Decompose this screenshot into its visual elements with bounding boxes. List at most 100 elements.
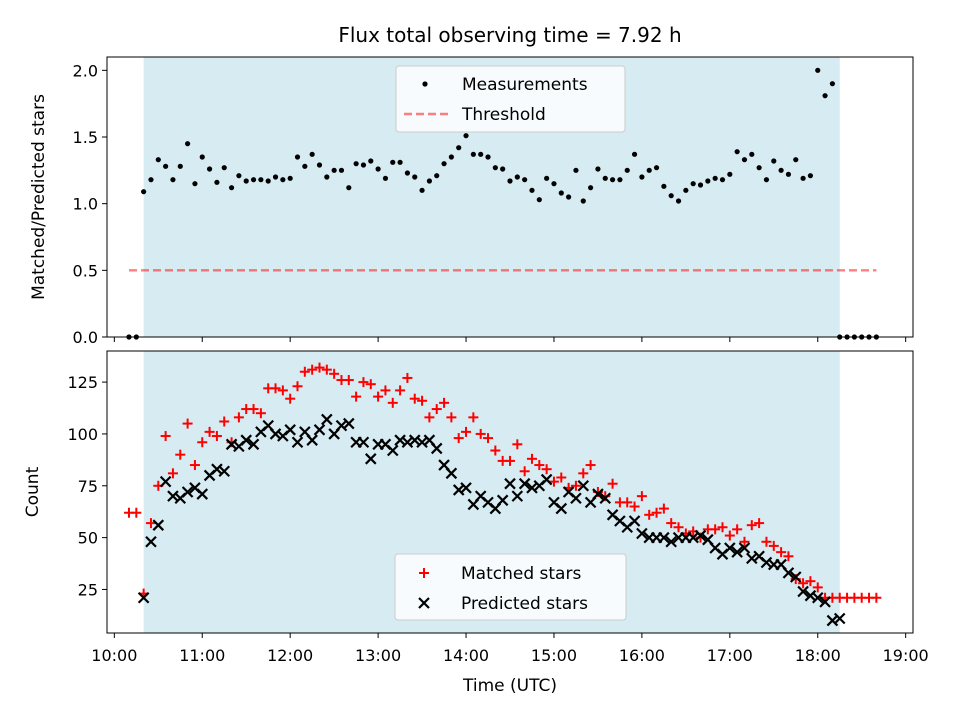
measurement-point — [192, 181, 198, 187]
measurement-point — [544, 175, 550, 181]
top-plot-frame — [106, 56, 914, 338]
top-y-axis: 0.0 0.5 1.0 1.5 2.0 — [73, 61, 107, 347]
measurement-point — [368, 158, 374, 164]
predicted-star-point — [365, 453, 377, 465]
bottom-x-tick-label: 15:00 — [531, 646, 577, 665]
matched-star-point — [307, 364, 318, 375]
cross-stroke-b — [460, 482, 472, 494]
matched-star-point — [651, 507, 662, 518]
measurement-point — [558, 190, 564, 196]
measurement-point — [763, 177, 770, 183]
predicted-star-point — [247, 438, 260, 451]
cross-stroke-b — [819, 596, 831, 608]
measurement-point — [390, 159, 396, 165]
cross-stroke-b — [511, 490, 524, 502]
matched-star-point — [732, 524, 743, 535]
predicted-star-point — [181, 486, 194, 498]
matched-star-point — [666, 518, 677, 529]
predicted-star-point — [313, 424, 326, 436]
measurement-point — [250, 177, 257, 183]
legend-predicted-label: Predicted stars — [461, 594, 588, 614]
cross-stroke-b — [313, 424, 326, 436]
bottom-x-tick-label: 16:00 — [619, 646, 665, 665]
matched-star-point — [233, 412, 244, 423]
cross-stroke-b — [548, 496, 560, 509]
matched-star-point — [131, 507, 142, 518]
predicted-star-point — [628, 515, 641, 527]
measurement-point — [507, 178, 513, 184]
cross-stroke-b — [592, 488, 604, 500]
cross-stroke-b — [496, 494, 509, 507]
measurement-point — [346, 185, 352, 191]
matched-star-point — [776, 547, 787, 558]
cross-stroke-b — [482, 496, 494, 509]
measurement-point — [199, 154, 205, 160]
cross-stroke-b — [218, 465, 231, 478]
matched-star-point — [673, 522, 684, 533]
matched-star-point — [409, 393, 420, 404]
measurement-point — [148, 177, 154, 183]
matched-star-point — [204, 426, 215, 437]
matched-star-point — [270, 383, 281, 394]
measurement-point — [456, 145, 462, 151]
cross-stroke-b — [299, 426, 311, 438]
measurement-point — [397, 159, 403, 165]
measurement-point — [324, 174, 330, 180]
matched-star-point — [548, 476, 559, 487]
cross-stroke-b — [518, 477, 531, 490]
cross-stroke-b — [687, 531, 699, 544]
predicted-star-point — [555, 502, 568, 515]
bottom-x-tick-label: 12:00 — [267, 646, 313, 665]
measurement-point — [272, 174, 279, 180]
matched-star-point — [519, 466, 530, 477]
cross-stroke-b — [562, 486, 575, 498]
top-y-tick-label: 0.0 — [73, 328, 98, 347]
measurement-point — [214, 179, 220, 185]
measurement-point — [514, 174, 520, 180]
predicted-stars-points — [137, 413, 846, 627]
bottom-x-tick-label: 19:00 — [883, 646, 929, 665]
predicted-star-point — [811, 591, 824, 604]
cross-stroke-b — [606, 509, 619, 521]
predicted-star-point — [284, 424, 296, 436]
measurement-point — [434, 173, 440, 179]
measurement-point — [485, 154, 491, 160]
measurement-point — [771, 158, 777, 164]
matched-star-point — [710, 524, 721, 535]
matched-star-point — [160, 431, 171, 442]
measurement-point — [163, 163, 169, 169]
measurement-point — [639, 174, 645, 180]
measurement-point — [675, 198, 682, 204]
cross-stroke-b — [570, 492, 582, 504]
measurement-point — [470, 151, 476, 157]
cross-stroke-b — [753, 550, 765, 563]
matched-star-point — [541, 464, 552, 475]
top-y-tick-label: 2.0 — [73, 61, 98, 80]
matched-star-point — [380, 385, 391, 396]
measurement-point — [551, 181, 557, 187]
cross-stroke-b — [379, 438, 392, 451]
measurement-point — [353, 161, 359, 167]
measurement-point — [177, 163, 183, 169]
measurement-point — [265, 178, 271, 184]
cross-stroke-b — [291, 436, 304, 449]
matched-star-point — [417, 395, 428, 406]
matched-star-point — [512, 439, 523, 450]
cross-stroke-b — [438, 459, 450, 471]
cross-stroke-b — [599, 492, 612, 504]
measurement-point — [631, 151, 638, 157]
matched-star-point — [754, 518, 765, 529]
measurements-points — [126, 67, 879, 340]
matched-star-point — [189, 460, 200, 471]
bottom-x-tick-label: 13:00 — [355, 646, 401, 665]
cross-stroke-b — [262, 419, 274, 432]
cross-stroke-b — [306, 434, 318, 446]
cross-stroke-b — [731, 546, 743, 558]
cross-stroke-b — [833, 612, 846, 625]
matched-star-point — [285, 393, 296, 404]
matched-star-point — [395, 385, 406, 396]
matched-star-point — [644, 509, 655, 520]
measurement-point — [661, 183, 667, 189]
matched-star-point — [505, 455, 515, 466]
measurement-point — [624, 167, 630, 173]
